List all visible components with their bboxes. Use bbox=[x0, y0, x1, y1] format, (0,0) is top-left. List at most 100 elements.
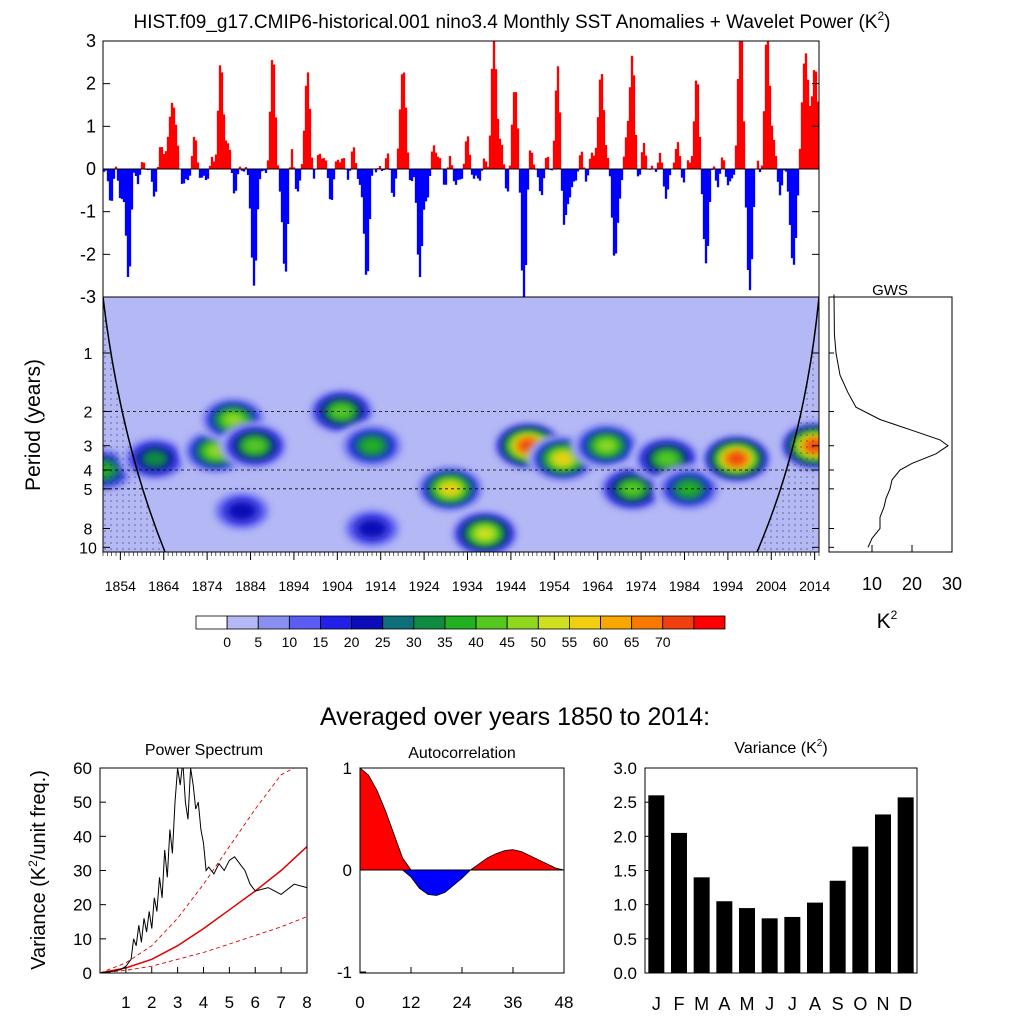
ac-y-tick-label: 1 bbox=[343, 759, 352, 778]
anomaly-bar bbox=[266, 160, 270, 169]
anomaly-bar bbox=[418, 169, 422, 278]
anomaly-bar bbox=[514, 92, 518, 169]
colorbar-swatch bbox=[257, 615, 290, 630]
anomaly-bar bbox=[780, 169, 784, 186]
var-x-tick-label: N bbox=[877, 994, 890, 1014]
anomaly-bar bbox=[150, 169, 154, 182]
figure-title: HIST.f09_g17.CMIP6-historical.001 nino3.… bbox=[133, 9, 890, 33]
anomaly-bar bbox=[200, 169, 204, 178]
anomaly-bar bbox=[252, 169, 256, 286]
colorbar-swatch bbox=[693, 615, 726, 630]
anomaly-bar bbox=[738, 41, 742, 169]
gws-tick-label: 10 bbox=[862, 574, 882, 594]
anomaly-bar bbox=[188, 169, 192, 176]
anomaly-bar bbox=[434, 152, 438, 169]
anomaly-bar bbox=[804, 53, 808, 169]
anomaly-bar bbox=[358, 169, 362, 185]
variance-bar bbox=[897, 797, 914, 973]
anomaly-bar bbox=[540, 169, 544, 196]
anomaly-bar bbox=[238, 166, 242, 169]
var-y-tick-label: 0.5 bbox=[613, 930, 637, 949]
anomaly-bars bbox=[103, 41, 819, 297]
anomaly-bar bbox=[776, 169, 780, 182]
anomaly-bar bbox=[104, 169, 108, 171]
coi-left-shade bbox=[103, 297, 165, 552]
wavelet-plot-frame bbox=[102, 296, 820, 553]
anomaly-bar bbox=[722, 160, 726, 169]
anomaly-bar bbox=[156, 166, 160, 169]
anomaly-bar bbox=[284, 169, 288, 272]
anomaly-bar bbox=[214, 154, 218, 169]
period-tick-label: 1 bbox=[84, 346, 93, 363]
anomaly-bar bbox=[704, 169, 708, 264]
colorbar-label: 5 bbox=[254, 634, 262, 650]
anomaly-bar bbox=[324, 160, 328, 169]
anomaly-bar bbox=[714, 169, 718, 181]
anomaly-bar bbox=[258, 169, 262, 180]
wavelet-plot: 1 2 3 4 5 810 1854 1864 1874 1884 1894 1904 1914 192… bbox=[22, 296, 830, 594]
wavelet-contour bbox=[676, 480, 701, 497]
anomaly-bar bbox=[236, 169, 240, 175]
anomaly-bar bbox=[152, 169, 156, 197]
anomaly-bar bbox=[476, 169, 480, 179]
colorbar-label: 0 bbox=[223, 634, 231, 650]
anomaly-bar bbox=[742, 121, 746, 169]
anomaly-bar bbox=[614, 169, 618, 254]
anomaly-bar bbox=[674, 148, 678, 169]
upper-confidence-line bbox=[100, 768, 296, 973]
var-x-tick-label: M bbox=[740, 994, 755, 1014]
anomaly-bar bbox=[530, 152, 534, 169]
anomaly-bar bbox=[618, 169, 622, 199]
anomaly-bar bbox=[338, 162, 342, 169]
wavelet-dashed-lines bbox=[103, 411, 819, 490]
anomaly-bar bbox=[448, 155, 452, 169]
anomaly-bar bbox=[386, 153, 390, 169]
anomaly-bar bbox=[542, 169, 546, 179]
anomaly-bar bbox=[210, 156, 214, 169]
anomaly-bar bbox=[348, 169, 352, 171]
anomaly-bar bbox=[564, 169, 568, 216]
anomaly-bar bbox=[516, 128, 520, 169]
anomaly-bar bbox=[580, 151, 584, 169]
anomaly-bar bbox=[450, 165, 454, 169]
anomaly-bar bbox=[118, 169, 122, 199]
anomaly-bar bbox=[716, 169, 720, 188]
colorbar-label: 50 bbox=[531, 634, 547, 650]
colorbar-swatch bbox=[506, 615, 539, 630]
anomaly-bar bbox=[218, 65, 222, 169]
colorbar-label: 10 bbox=[282, 634, 298, 650]
period-axis-label: Period (years) bbox=[22, 359, 45, 491]
k2-axis-label: K2 bbox=[877, 608, 898, 633]
anomaly-bar bbox=[720, 157, 724, 169]
anomaly-bar bbox=[120, 169, 124, 200]
anomaly-bar bbox=[528, 150, 532, 169]
var-y-tick-label: 1.0 bbox=[613, 896, 637, 915]
anomaly-bar bbox=[180, 169, 184, 184]
anomaly-bar bbox=[568, 169, 572, 198]
year-tick-label: 2004 bbox=[756, 578, 787, 594]
period-ticks: 1 2 3 4 5 810 bbox=[79, 346, 819, 557]
anomaly-bar bbox=[550, 169, 554, 171]
anomaly-bar bbox=[198, 169, 202, 178]
colorbar-label: 20 bbox=[344, 634, 360, 650]
colorbar-swatch bbox=[600, 615, 633, 630]
anomaly-bar bbox=[494, 69, 498, 169]
anomaly-bar bbox=[282, 169, 286, 264]
anomaly-bar bbox=[202, 169, 206, 176]
anomaly-bar bbox=[486, 166, 490, 169]
anomaly-bar bbox=[526, 169, 530, 190]
anomaly-bar bbox=[128, 169, 132, 267]
anomaly-bar bbox=[678, 156, 682, 169]
period-tick-label: 3 bbox=[84, 439, 93, 456]
anomaly-bar bbox=[768, 85, 772, 169]
anomaly-bar bbox=[414, 169, 418, 203]
colorbar-swatch bbox=[537, 615, 570, 630]
anomaly-bar bbox=[626, 120, 630, 169]
anomaly-bar bbox=[664, 169, 668, 199]
anomaly-bar bbox=[666, 169, 670, 190]
anomaly-bar bbox=[746, 169, 750, 270]
anomaly-tick-label: 3 bbox=[86, 31, 96, 51]
anomaly-bar bbox=[420, 169, 424, 247]
anomaly-bar bbox=[762, 111, 766, 169]
anomaly-bar bbox=[622, 156, 626, 169]
